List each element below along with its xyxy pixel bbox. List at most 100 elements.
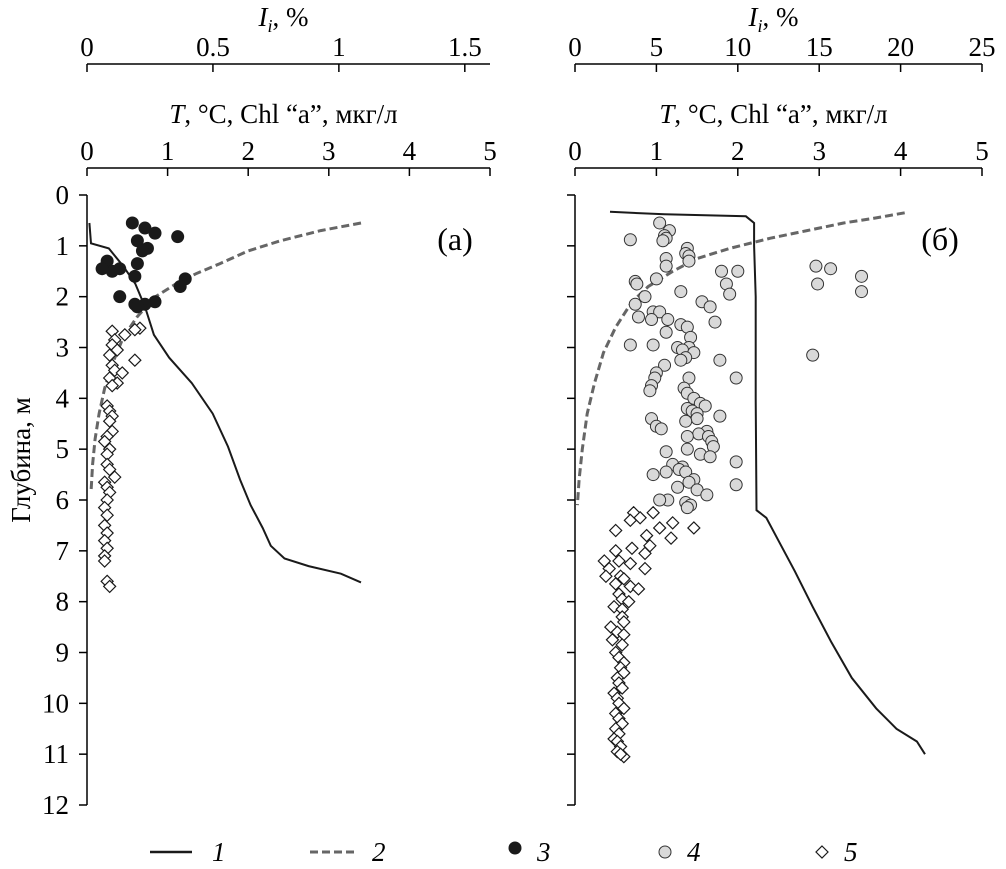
series-1-line [609, 210, 926, 755]
mid-axis-tick-label: 4 [894, 136, 908, 166]
series-4-point [638, 290, 652, 304]
series-5-point [128, 353, 142, 368]
top-axis-title: Ii, % [747, 2, 798, 36]
series-4-point [806, 348, 820, 362]
legend-item-2: 2 [310, 837, 386, 867]
mid-axis-tick-label: 0 [80, 136, 94, 166]
y-axis-tick-label: 12 [42, 790, 69, 820]
series-5-point [664, 531, 678, 545]
legend-swatch [508, 841, 522, 855]
series-4-point [713, 353, 727, 367]
top-axis-tick-label: 5 [650, 32, 664, 62]
y-axis-tick-label: 3 [56, 333, 70, 363]
series-4-point [646, 468, 660, 482]
series-5-point [639, 528, 654, 543]
series-4-point [682, 254, 696, 268]
mid-axis-tick-label: 5 [975, 136, 989, 166]
series-3-point [130, 300, 144, 314]
legend-label: 1 [212, 837, 226, 867]
series-5-point [117, 327, 132, 342]
panel-a: 0 0.5 1 1.5Ii, %0 1 2 3 4 5T, °C, Chl “a”, мкг/л… [42, 2, 497, 820]
top-axis-tick-label: 20 [887, 32, 914, 62]
y-axis-tick-label: 7 [56, 536, 70, 566]
series-5-point [128, 322, 142, 337]
series-4-point [671, 480, 685, 494]
series-4-point [679, 414, 693, 428]
y-axis-tick-label: 8 [56, 587, 70, 617]
series-4-point [729, 478, 743, 492]
mid-axis-tick-label: 0 [568, 136, 582, 166]
series-4-point [713, 409, 727, 423]
top-axis-tick-label: 1 [332, 32, 346, 62]
series-4-point [682, 475, 696, 489]
series-5-point [105, 378, 120, 393]
series-3-point [130, 257, 144, 271]
series-4-point [809, 259, 823, 273]
series-5-point [665, 516, 680, 530]
series-3-point [113, 262, 127, 276]
series-2-line [575, 211, 905, 506]
series-5-point [686, 521, 701, 535]
top-axis-tick-label: 10 [724, 32, 751, 62]
y-axis-tick-label: 11 [43, 739, 69, 769]
series-5-point [616, 701, 631, 716]
top-axis-title: Ii, % [257, 2, 308, 36]
series-4-point [653, 305, 667, 319]
series-4-point [630, 277, 644, 291]
series-4-point [700, 488, 714, 502]
legend-swatch [815, 845, 829, 859]
mid-axis-tick-label: 2 [731, 136, 745, 166]
series-4-point [628, 297, 642, 311]
series-4-point [661, 313, 675, 327]
series-5-point [107, 470, 122, 484]
series-5-point [631, 582, 646, 596]
y-axis-title: Глубина, м [6, 397, 36, 522]
legend-swatch [658, 845, 672, 859]
series-4-point [680, 501, 694, 515]
series-4-point [653, 216, 667, 230]
series-5-point [97, 554, 112, 568]
series-5-point [605, 632, 620, 647]
series-3-point [171, 230, 185, 244]
series-4-point [643, 384, 657, 398]
mid-axis-tick-label: 3 [322, 136, 336, 166]
series-4-point [654, 422, 668, 436]
series-5-point [102, 579, 117, 594]
y-axis-tick-label: 2 [56, 282, 70, 312]
series-4-point [698, 399, 712, 413]
y-axis-tick-label: 4 [56, 383, 70, 413]
legend-label: 4 [687, 837, 701, 867]
series-4-point [659, 445, 673, 459]
top-axis-tick-label: 1.5 [448, 32, 482, 62]
series-4-point [690, 412, 704, 426]
series-5-point [612, 554, 626, 568]
series-5-point [608, 543, 623, 558]
series-4-point [824, 262, 838, 276]
mid-axis-title: T, °C, Chl “a”, мкг/л [169, 99, 397, 129]
series-4-point [811, 277, 825, 291]
series-4-point [659, 325, 673, 339]
series-4-point [623, 233, 637, 247]
series-5-point [615, 681, 630, 695]
panel-b: 0 5 10 15 20 25 Ii, % 0 1 2 3 4 5 T, °C, Chl “a”, мкг… [567, 2, 996, 806]
series-4-point [680, 429, 694, 443]
series-5-point [625, 541, 639, 556]
series-4-point [659, 259, 673, 273]
series-4-point [674, 353, 688, 367]
series-4-point [855, 269, 869, 283]
series-4-point [674, 285, 688, 299]
mid-axis-tick-label: 1 [161, 136, 175, 166]
series-4-point [653, 493, 667, 507]
mid-axis-tick-label: 5 [483, 136, 497, 166]
series-4-point [708, 315, 722, 329]
mid-axis-tick-label: 4 [403, 136, 417, 166]
series-4-point [855, 285, 869, 299]
top-axis-tick-label: 0 [568, 32, 582, 62]
series-3-point [148, 226, 162, 240]
mid-axis-tick-label: 1 [650, 136, 664, 166]
legend-item-5: 5 [815, 837, 858, 867]
series-4-point [646, 338, 660, 352]
series-4-point [729, 371, 743, 385]
top-axis-tick-label: 25 [969, 32, 996, 62]
